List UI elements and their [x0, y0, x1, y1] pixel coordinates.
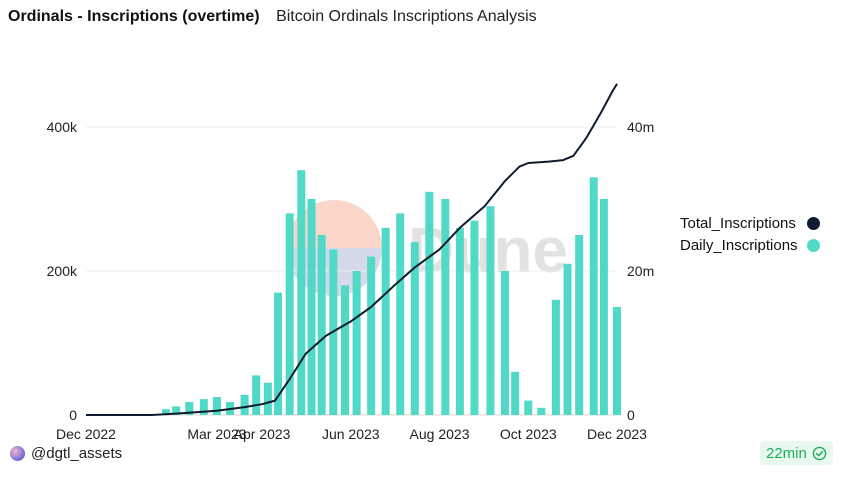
- daily-bar: [252, 375, 261, 415]
- legend: Total_Inscriptions Daily_Inscriptions: [680, 212, 830, 256]
- daily-bar: [599, 199, 608, 415]
- daily-bar: [162, 409, 171, 415]
- daily-bar: [551, 299, 560, 415]
- legend-label: Daily_Inscriptions: [680, 236, 798, 254]
- total-inscriptions-line: [86, 83, 618, 416]
- grid-lines: [86, 126, 617, 416]
- x-tick-label: Dec 2023: [587, 426, 647, 442]
- daily-bar: [563, 263, 572, 415]
- daily-bar: [537, 407, 546, 415]
- author[interactable]: @dgtl_assets: [10, 445, 122, 462]
- daily-bar: [441, 199, 450, 415]
- daily-bar: [199, 399, 208, 415]
- legend-label: Total_Inscriptions: [680, 214, 796, 232]
- daily-bar: [185, 402, 194, 415]
- x-tick-label: Mar 2023: [187, 426, 246, 442]
- check-circle-icon: [812, 446, 827, 460]
- daily-bar: [425, 191, 434, 415]
- chart-subtitle: Bitcoin Ordinals Inscriptions Analysis: [276, 8, 537, 25]
- daily-bar: [381, 227, 390, 415]
- avatar: [10, 446, 25, 461]
- y-right-tick-label: 40m: [627, 119, 654, 135]
- daily-bar: [589, 177, 598, 415]
- daily-bar: [455, 227, 464, 415]
- x-tick-label: Apr 2023: [234, 426, 291, 442]
- legend-item-total[interactable]: Total_Inscriptions: [680, 212, 830, 234]
- y-left-tick-label: 200k: [47, 263, 78, 279]
- chart-header: Ordinals - Inscriptions (overtime) Bitco…: [8, 8, 537, 30]
- chart-title: Ordinals - Inscriptions (overtime): [8, 8, 260, 25]
- daily-bar: [297, 170, 306, 415]
- daily-bar: [307, 199, 316, 415]
- daily-bar: [470, 220, 479, 415]
- legend-swatch: [807, 238, 820, 252]
- daily-bar: [340, 285, 349, 415]
- x-tick-label: Aug 2023: [410, 426, 470, 442]
- daily-bar: [212, 397, 221, 415]
- daily-bar: [367, 256, 376, 415]
- y-axis-right: 0 20m 40m: [627, 119, 654, 423]
- total-line: [86, 83, 618, 416]
- daily-bar: [486, 206, 495, 415]
- daily-bar: [285, 213, 294, 415]
- refresh-badge[interactable]: 22min: [760, 441, 833, 465]
- daily-bar: [317, 235, 326, 415]
- x-tick-label: Dec 2022: [56, 426, 116, 442]
- y-right-tick-label: 20m: [627, 263, 654, 279]
- daily-bar: [524, 400, 533, 415]
- daily-bar: [613, 307, 621, 415]
- daily-bar: [410, 242, 419, 415]
- daily-bar: [575, 235, 584, 415]
- daily-bar: [274, 292, 283, 415]
- y-left-tick-label: 0: [69, 407, 77, 423]
- refresh-time: 22min: [766, 444, 807, 462]
- legend-swatch: [807, 216, 820, 230]
- y-right-tick-label: 0: [627, 407, 635, 423]
- legend-item-daily[interactable]: Daily_Inscriptions: [680, 234, 830, 256]
- y-axis-left: 0 200k 400k: [47, 119, 78, 423]
- daily-bar: [263, 382, 272, 415]
- daily-bars: [147, 170, 621, 415]
- daily-bar: [396, 213, 405, 415]
- author-handle: @dgtl_assets: [31, 445, 123, 462]
- daily-bar: [511, 371, 520, 415]
- daily-bar: [500, 271, 509, 415]
- daily-bar: [240, 394, 249, 415]
- x-tick-label: Oct 2023: [500, 426, 557, 442]
- daily-bar: [172, 406, 181, 415]
- y-left-tick-label: 400k: [47, 119, 78, 135]
- x-tick-label: Jun 2023: [322, 426, 380, 442]
- daily-bar: [352, 271, 361, 415]
